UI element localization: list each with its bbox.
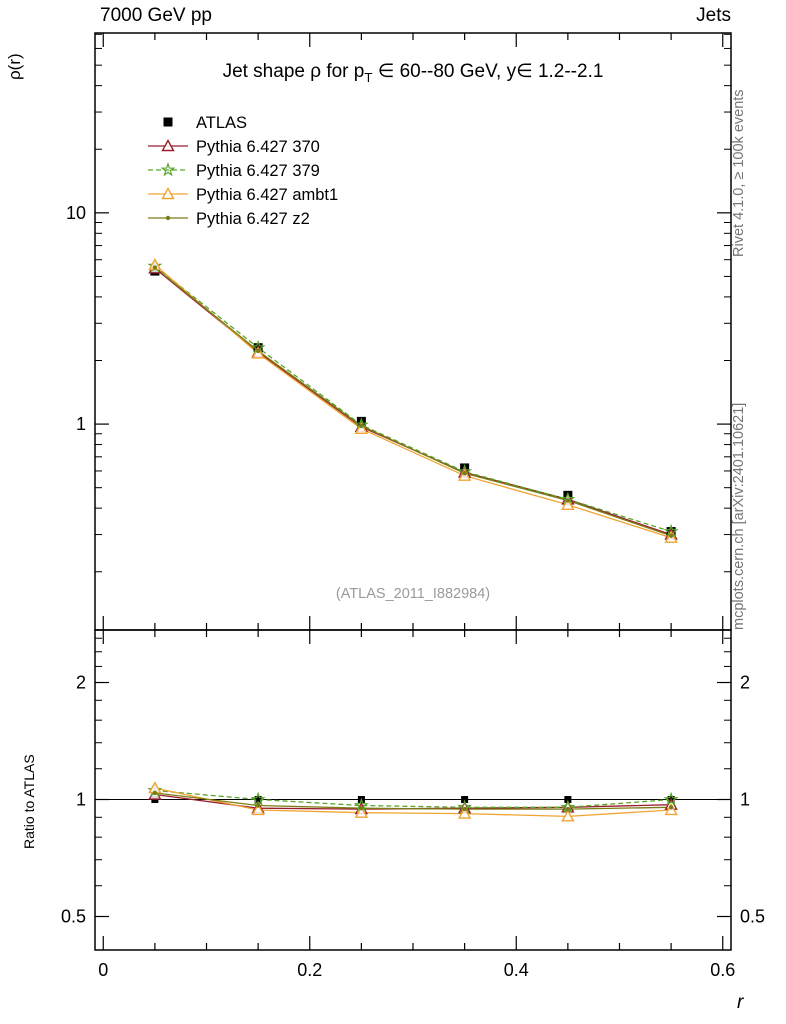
y-tick-label: 0.5 [740, 907, 765, 927]
square-marker [163, 117, 173, 127]
triangle-marker [354, 421, 369, 434]
x-axis-label: r [737, 992, 744, 1013]
dot-marker [462, 806, 467, 812]
process-label: Jets [696, 5, 731, 26]
legend-label-atlas: ATLAS [196, 114, 247, 132]
x-tick-label: 0.6 [710, 960, 735, 980]
dot-marker [152, 790, 158, 796]
dot-marker [462, 471, 467, 476]
plot-title-subscript: T [364, 69, 373, 85]
legend-label-pythia-6-427-379: Pythia 6.427 379 [196, 162, 320, 180]
rivet-version-label: Rivet 4.1.0, ≥ 100k events [731, 89, 747, 257]
legend-label-pythia-6-427-370: Pythia 6.427 370 [196, 138, 320, 156]
y-tick-label: 1 [76, 790, 86, 810]
plot-title-suffix: ∈ 60--80 GeV, y∈ 1.2--2.1 [372, 61, 604, 82]
y-axis-label-ratio: Ratio to ATLAS [21, 754, 37, 849]
y-tick-label: 1 [76, 414, 86, 434]
y-tick-label: 2 [740, 673, 750, 693]
legend-label-pythia-6-427-ambt1: Pythia 6.427 ambt1 [196, 186, 338, 204]
legend-label-pythia-6-427-z2: Pythia 6.427 z2 [196, 210, 310, 228]
y-axis-label-main: ρ(r) [5, 53, 24, 80]
dot-marker [565, 806, 571, 812]
x-tick-label: 0 [98, 960, 108, 980]
y-tick-label: 2 [76, 673, 86, 693]
beam-energy-label: 7000 GeV pp [100, 5, 212, 26]
x-tick-label: 0.4 [504, 960, 529, 980]
triangle-marker [561, 809, 575, 822]
star-marker [663, 791, 679, 806]
ratio-panel-frame [94, 629, 732, 951]
dot-marker [359, 805, 364, 811]
y-tick-label: 0.5 [61, 907, 86, 927]
main-panel-frame [94, 32, 732, 631]
series-line-pythia-6-427-ambt1 [154, 264, 672, 539]
analysis-watermark: (ATLAS_2011_I882984) [336, 586, 490, 602]
series-line-pythia-6-427-379 [154, 265, 672, 533]
dot-marker [668, 805, 674, 810]
dot-marker [565, 498, 571, 503]
y-tick-label: 10 [66, 203, 86, 223]
star-marker [250, 791, 266, 806]
dot-marker [255, 803, 261, 808]
dot-marker [668, 533, 674, 538]
triangle-marker [251, 803, 265, 816]
mcplots-reference-label: mcplots.cern.ch [arXiv:2401.10621] [731, 402, 747, 630]
dot-marker [255, 348, 261, 354]
series-line-pythia-6-427-z2 [154, 266, 672, 537]
plot-title-prefix: Jet shape ρ for p [222, 61, 365, 82]
triangle-marker [161, 187, 175, 200]
series-line-pythia-6-427-z2 [154, 792, 672, 810]
triangle-marker [354, 805, 369, 818]
dot-marker [165, 215, 171, 221]
square-marker [254, 796, 262, 804]
plot-title: Jet shape ρ for pT ∈ 60--80 GeV, y∈ 1.2-… [97, 60, 729, 85]
series-line-pythia-6-427-ambt1 [154, 787, 672, 818]
x-tick-label: 0.2 [297, 960, 322, 980]
y-tick-label: 1 [740, 790, 750, 810]
star-marker [160, 162, 176, 177]
triangle-marker [161, 139, 175, 152]
series-line-pythia-6-427-379 [154, 789, 672, 808]
series-line-pythia-6-427-370 [154, 267, 672, 536]
triangle-marker [561, 497, 575, 510]
dot-marker [152, 265, 158, 270]
triangle-marker [457, 806, 472, 819]
dot-marker [359, 423, 364, 429]
